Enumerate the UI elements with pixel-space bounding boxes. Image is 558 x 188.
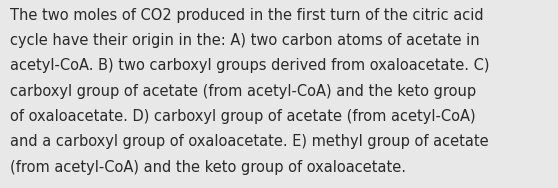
Text: of oxaloacetate. D) carboxyl group of acetate (from acetyl-CoA): of oxaloacetate. D) carboxyl group of ac…: [10, 109, 475, 124]
Text: acetyl-CoA. B) two carboxyl groups derived from oxaloacetate. C): acetyl-CoA. B) two carboxyl groups deriv…: [10, 58, 489, 73]
Text: and a carboxyl group of oxaloacetate. E) methyl group of acetate: and a carboxyl group of oxaloacetate. E)…: [10, 134, 489, 149]
Text: The two moles of CO2 produced in the first turn of the citric acid: The two moles of CO2 produced in the fir…: [10, 8, 484, 23]
Text: cycle have their origin in the: A) two carbon atoms of acetate in: cycle have their origin in the: A) two c…: [10, 33, 480, 48]
Text: (from acetyl-CoA) and the keto group of oxaloacetate.: (from acetyl-CoA) and the keto group of …: [10, 160, 406, 175]
Text: carboxyl group of acetate (from acetyl-CoA) and the keto group: carboxyl group of acetate (from acetyl-C…: [10, 84, 476, 99]
